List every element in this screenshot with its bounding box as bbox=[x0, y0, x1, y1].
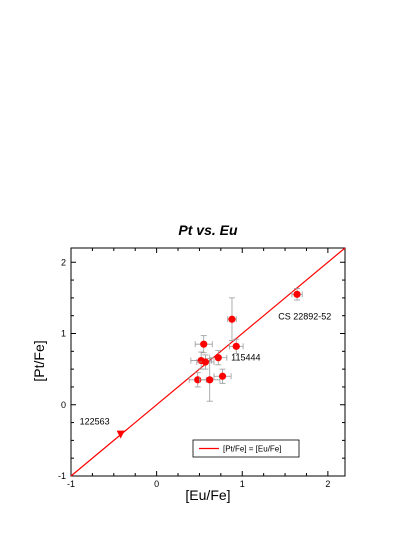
y-tick-label: -1 bbox=[58, 471, 66, 481]
point-annotation: 115444 bbox=[231, 353, 260, 363]
plot-area: -1 0 1 2 -1 0 1 2 CS 22892-52 115444 122563 [Pt/Fe]… bbox=[58, 247, 346, 489]
data-point bbox=[228, 315, 236, 323]
legend-label: [Pt/Fe] = [Eu/Fe] bbox=[223, 445, 281, 454]
data-point bbox=[200, 340, 208, 348]
data-point bbox=[206, 376, 214, 384]
x-axis-label: [Eu/Fe] bbox=[185, 487, 230, 503]
y-tick-label: 2 bbox=[61, 257, 66, 267]
plot-frame bbox=[70, 247, 346, 477]
chart-title: Pt vs. Eu bbox=[178, 222, 238, 238]
point-annotation: 122563 bbox=[80, 417, 110, 427]
y-axis-label: [Pt/Fe] bbox=[31, 340, 47, 381]
data-point bbox=[214, 354, 222, 362]
point-annotation: CS 22892-52 bbox=[278, 311, 331, 321]
x-tick-label: 1 bbox=[240, 479, 245, 489]
x-tick-label: -1 bbox=[67, 479, 75, 489]
data-point-upper-limit bbox=[116, 430, 125, 439]
y-tick-label: 0 bbox=[61, 400, 66, 410]
legend-box bbox=[192, 439, 300, 458]
y-tick-label: 1 bbox=[61, 329, 66, 339]
data-point bbox=[201, 358, 210, 366]
data-point bbox=[232, 342, 240, 350]
x-tick-label: 0 bbox=[154, 479, 159, 489]
data-point bbox=[293, 290, 301, 298]
x-tick-label: 2 bbox=[325, 479, 330, 489]
data-point bbox=[218, 372, 227, 380]
